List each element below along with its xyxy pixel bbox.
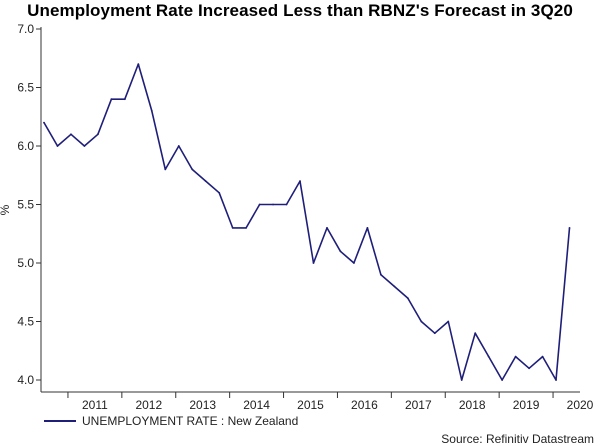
data-point xyxy=(393,285,396,288)
series-line xyxy=(43,63,571,381)
x-tick-label: 2020 xyxy=(567,398,594,412)
x-tick-label: 2014 xyxy=(243,398,270,412)
y-tick-label: 5.0 xyxy=(17,256,34,270)
data-point xyxy=(420,320,423,323)
data-point xyxy=(447,320,450,323)
data-point xyxy=(150,110,153,112)
data-point xyxy=(326,227,328,229)
data-point xyxy=(70,133,72,136)
data-point xyxy=(83,145,86,147)
series-layer xyxy=(43,63,571,381)
x-tick-label: 2012 xyxy=(135,398,162,412)
data-point xyxy=(366,227,369,229)
data-point xyxy=(555,379,557,381)
data-point xyxy=(312,262,315,264)
y-tick-label: 5.5 xyxy=(17,198,34,212)
x-tick-label: 2017 xyxy=(405,398,432,412)
data-point xyxy=(433,332,436,335)
data-point xyxy=(43,121,45,124)
chart-title: Unemployment Rate Increased Less than RB… xyxy=(27,1,573,20)
legend-swatch xyxy=(44,420,76,422)
x-tick-label: 2011 xyxy=(82,398,108,412)
data-point xyxy=(110,98,113,101)
data-point xyxy=(541,355,544,358)
data-point xyxy=(123,98,126,101)
data-point xyxy=(460,379,463,381)
y-axis-ticks: 4.0 4.5 5.0 5.5 6.0 6.5 7.0 xyxy=(17,22,41,387)
legend-label: UNEMPLOYMENT RATE : New Zealand xyxy=(82,414,299,428)
data-point xyxy=(245,227,248,229)
x-tick-label: 2013 xyxy=(189,398,216,412)
data-point xyxy=(353,262,355,264)
legend: UNEMPLOYMENT RATE : New Zealand xyxy=(44,414,298,428)
data-point xyxy=(164,168,167,171)
x-tick-label: 2018 xyxy=(459,398,486,412)
data-point xyxy=(191,168,194,171)
x-tick-label: 2019 xyxy=(513,398,540,412)
data-point xyxy=(514,355,517,358)
data-point xyxy=(258,203,261,206)
data-point xyxy=(528,367,530,370)
data-point xyxy=(204,180,207,183)
data-point xyxy=(231,227,234,229)
data-point xyxy=(501,379,504,381)
data-point xyxy=(299,180,301,183)
y-tick-label: 4.0 xyxy=(17,373,34,387)
source-note: Source: Refinitiv Datastream xyxy=(441,432,594,446)
data-point xyxy=(406,297,409,299)
data-point xyxy=(568,227,571,229)
data-point xyxy=(272,203,274,206)
data-point xyxy=(379,273,382,276)
x-tick-label: 2015 xyxy=(297,398,324,412)
data-point xyxy=(339,250,342,253)
data-point xyxy=(285,203,288,206)
x-axis-ticks: 2011 2012 2013 2014 2015 2016 2017 2018 2019 2020 xyxy=(67,392,594,412)
data-point xyxy=(177,145,180,147)
y-tick-label: 6.5 xyxy=(17,81,34,95)
y-tick-label: 4.5 xyxy=(17,315,34,329)
data-point xyxy=(56,145,59,147)
chart-axes xyxy=(40,27,580,393)
x-tick-label: 2016 xyxy=(351,398,378,412)
y-axis-label: % xyxy=(0,204,12,215)
data-point xyxy=(487,355,490,358)
y-tick-label: 6.0 xyxy=(17,139,34,153)
data-point xyxy=(218,191,221,194)
y-tick-label: 7.0 xyxy=(17,22,34,36)
data-point xyxy=(474,332,477,335)
data-point xyxy=(97,133,99,136)
data-point xyxy=(137,63,140,65)
